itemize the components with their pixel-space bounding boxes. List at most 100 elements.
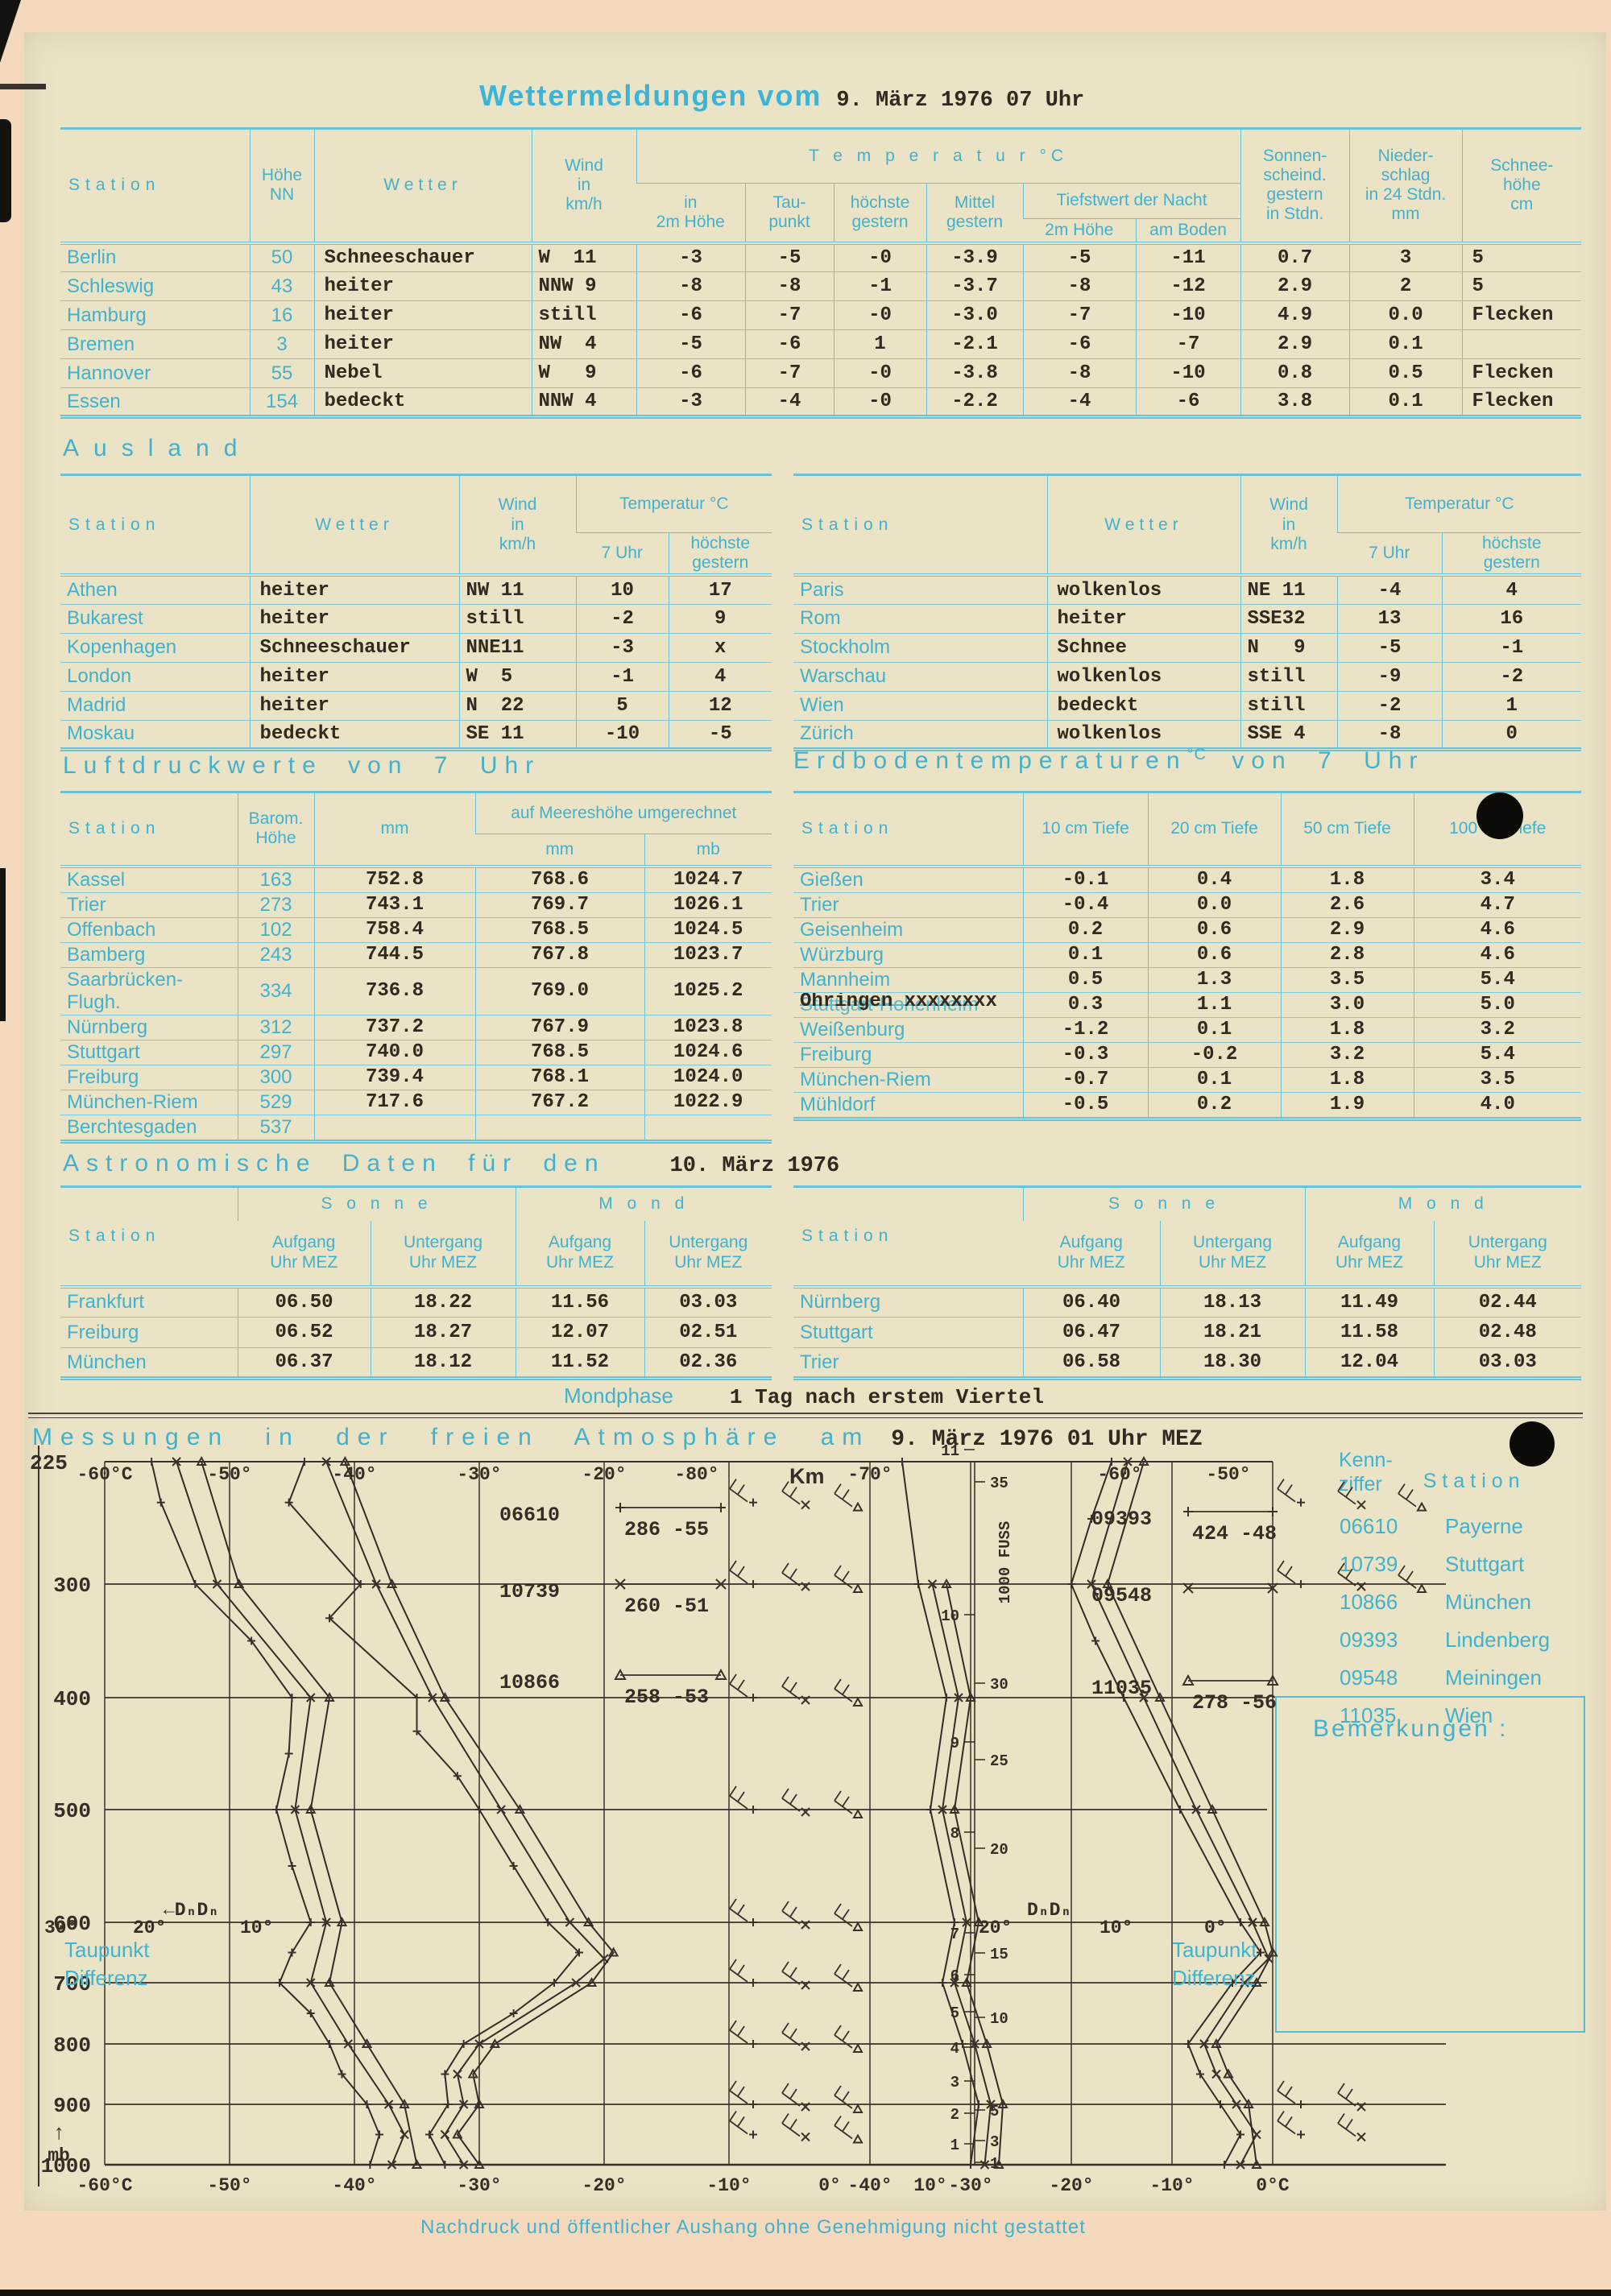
table-cell: 1.3 [1147, 967, 1281, 993]
temp-label-bottom: -40° [332, 2175, 376, 2196]
cross-marker [1123, 1457, 1133, 1467]
triangle-marker [452, 2128, 463, 2139]
table-cell: NNE11 [458, 633, 576, 663]
triangle-marker [961, 1976, 972, 1987]
cross-marker [1236, 2160, 1245, 2170]
wind-barb [789, 1568, 797, 1579]
km-tick-label: 6 [950, 1967, 959, 1985]
wind-barb [834, 1565, 842, 1576]
table-cell: -0.2 [1147, 1042, 1281, 1068]
table-cell: 16 [1441, 604, 1582, 634]
table-cell: 102 [237, 917, 314, 943]
wind-barb [729, 2020, 737, 2031]
table-cell: 752.8 [313, 866, 475, 893]
table-row: Bremen 3 heiter NW 4 -5 -6 1 -2.1 -6 -7 2.9 0.1 [60, 329, 1582, 359]
table-cell: 334 [237, 967, 314, 1016]
table-row: Saarbrücken-Flugh. 334 736.8 769.0 1025.2 [60, 967, 772, 1016]
table-cell: still [458, 604, 576, 634]
table-cell: 09393 [1340, 1628, 1398, 1652]
cross-marker [938, 1805, 947, 1814]
table-cell: still [1240, 662, 1337, 692]
table-cell: Bukarest [60, 604, 250, 634]
cross-marker [986, 2099, 996, 2109]
wind-barb [729, 1683, 748, 1698]
table-cell: 1024.5 [644, 917, 772, 943]
table-cell: 0.5 [1348, 358, 1463, 388]
table-cell: 4 [1441, 575, 1582, 605]
fuss-tick-label: 15 [990, 1946, 1008, 1963]
table-cell: Trier [800, 1351, 839, 1373]
cross-marker [801, 1920, 810, 1930]
table-row: Kopenhagen Schneeschauer NNE11 -3 x [60, 633, 772, 663]
wind-barb [781, 1910, 801, 1925]
table-cell: 300 [237, 1065, 314, 1090]
pressure-label-700: 700 [53, 1972, 91, 1996]
table-cell: 769.0 [474, 967, 644, 1016]
col-header-mond-aufgang: Aufgang Uhr MEZ [515, 1220, 644, 1289]
triangle-marker [714, 1668, 727, 1680]
table-cell: 18.13 [1159, 1286, 1305, 1318]
astro-title: Astronomische Daten für den [63, 1150, 606, 1177]
cross-marker [715, 1578, 727, 1590]
table-row: 10866 München [1339, 1583, 1580, 1621]
table-row: Stockholm Schnee N 9 -5 -1 [793, 633, 1582, 663]
col-header-2m: in 2m Höhe [636, 183, 745, 245]
table-cell: 0.3 [1022, 992, 1148, 1018]
wind-barb [789, 1967, 797, 1978]
kennziffer-block: Kenn- ziffer Station 06610 Payerne 10739 St… [1339, 1448, 1580, 1735]
table-cell: 1024.6 [644, 1040, 772, 1065]
wind-barb [729, 1785, 737, 1797]
erdboden-title-main: Erdbodentemperaturen [793, 747, 1187, 774]
table-cell: 1022.9 [644, 1090, 772, 1115]
wind-barb [1337, 1481, 1345, 1492]
wind-barb [729, 1908, 748, 1922]
wind-barb [729, 1487, 748, 1503]
table-cell: 0.1 [1147, 1017, 1281, 1043]
table-cell: 1 [833, 329, 926, 359]
col-header-mm2: mm [475, 834, 644, 868]
title-printed: Wettermeldungen vom [479, 79, 822, 112]
table-cell: 5.4 [1413, 1042, 1581, 1068]
table-cell: -3.0 [926, 300, 1023, 330]
triangle-marker [949, 1803, 960, 1814]
table-cell: -10 [575, 720, 669, 750]
triangle-marker [1416, 1501, 1427, 1512]
table-cell: Zürich [800, 722, 854, 745]
table-row: Mühldorf -0.5 0.2 1.9 4.0 [793, 1092, 1581, 1119]
mb-axis-label: mb [48, 2145, 70, 2166]
table-cell: 1024.7 [644, 866, 772, 893]
table-cell: 3.2 [1280, 1042, 1414, 1068]
table-cell: 18.12 [370, 1347, 516, 1379]
table-cell: 06.52 [237, 1317, 371, 1348]
table-cell: 2.9 [1240, 329, 1350, 359]
table-cell: -3.8 [926, 358, 1023, 388]
wind-barb [1337, 2113, 1345, 2124]
pressure-label-225: 225 [30, 1451, 68, 1475]
table-cell: -5 [668, 720, 772, 750]
cross-marker [1191, 1805, 1201, 1814]
col-header-sonne-aufgang: Aufgang Uhr MEZ [1023, 1220, 1160, 1289]
cross-marker [565, 1917, 575, 1927]
table-row: Madrid heiter N 22 5 12 [60, 691, 772, 721]
wind-barb [842, 1909, 850, 1920]
triangle-marker [411, 2158, 423, 2169]
table-row: Bamberg 243 744.5 767.8 1023.7 [60, 942, 772, 968]
table-row: Paris wolkenlos NE 11 -4 4 [793, 575, 1582, 605]
cross-marker [615, 1578, 626, 1590]
punch-hole-top [1476, 792, 1523, 839]
table-cell: -3.7 [926, 271, 1023, 301]
table-cell: 0.4 [1147, 866, 1281, 893]
cross-marker [1232, 2099, 1241, 2109]
table-row: Trier -0.4 0.0 2.6 4.7 [793, 892, 1581, 918]
table-cell: 768.1 [474, 1065, 644, 1090]
table-cell: NW 11 [458, 575, 576, 605]
km-tick-label: 11 [941, 1442, 959, 1460]
table-cell: 0.1 [1147, 1067, 1281, 1093]
table-cell: 0.7 [1240, 242, 1350, 272]
table-cell: 18.27 [370, 1317, 516, 1348]
table-cell: Mannheim [793, 967, 1023, 993]
table-cell: Frankfurt [60, 1286, 238, 1318]
table-cell: 529 [237, 1090, 314, 1115]
table-cell: Lindenberg [1445, 1628, 1551, 1652]
